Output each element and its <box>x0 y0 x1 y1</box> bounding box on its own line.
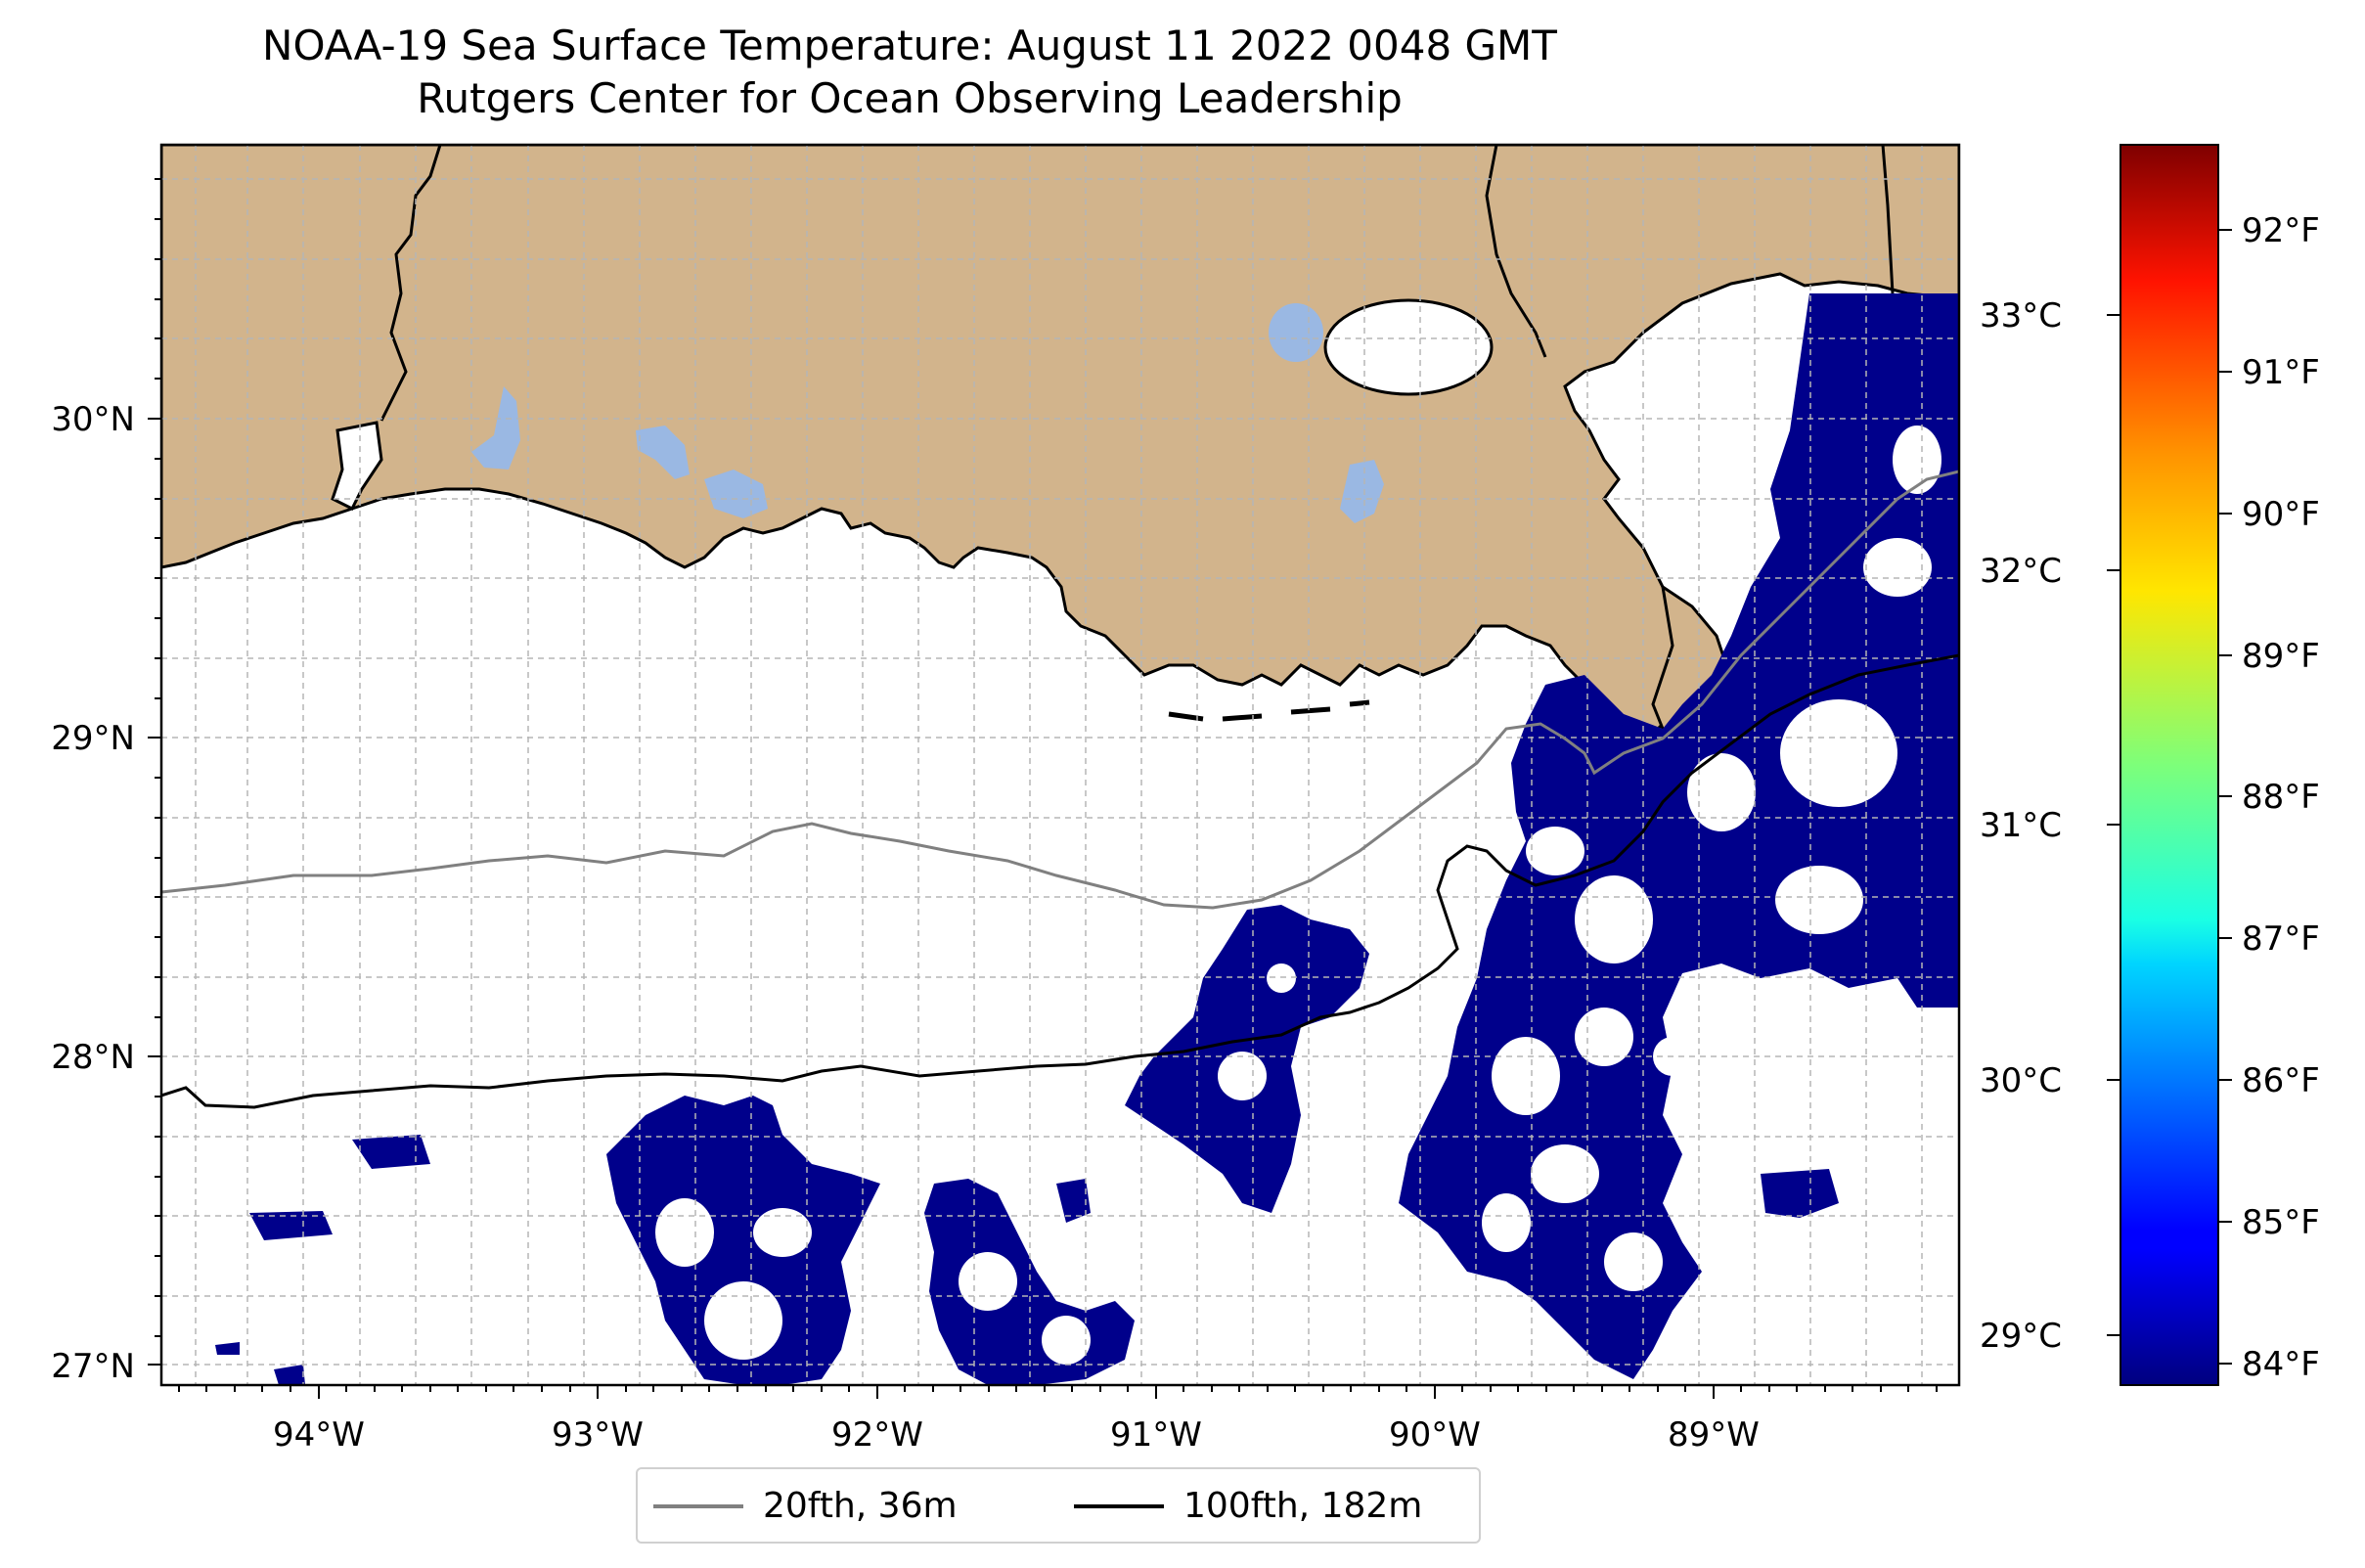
colorbar-fahrenheit-label: 91°F <box>2242 353 2320 392</box>
lake-pontchartrain <box>1323 298 1494 396</box>
y-tick-label: 27°N <box>51 1347 135 1386</box>
colorbar-fahrenheit-label: 92°F <box>2242 211 2320 250</box>
colorbar-celsius-label: 29°C <box>1980 1317 2062 1356</box>
colorbar-fahrenheit-label: 84°F <box>2242 1345 2320 1384</box>
x-tick-label: 91°W <box>1110 1415 1202 1455</box>
legend-label: 100fth, 182m <box>1183 1486 1423 1526</box>
colorbar-fahrenheit-label: 88°F <box>2242 778 2320 817</box>
x-tick-label: 92°W <box>831 1415 923 1455</box>
legend-label: 20fth, 36m <box>763 1486 958 1526</box>
colorbar-celsius-label: 33°C <box>1980 296 2062 336</box>
colorbar-fahrenheit-label: 90°F <box>2242 495 2320 534</box>
colorbar-celsius-ticks <box>2107 314 2120 1336</box>
y-tick-label: 29°N <box>51 719 135 758</box>
colorbar-fahrenheit-label: 89°F <box>2242 637 2320 676</box>
colorbar-celsius-label: 31°C <box>1980 806 2062 845</box>
contour-100fth <box>161 653 1959 1109</box>
x-tick-label: 90°W <box>1389 1415 1481 1455</box>
colorbar-fahrenheit-ticks <box>2218 229 2232 1365</box>
legend: 20fth, 36m 100fth, 182m <box>636 1467 1481 1544</box>
x-axis-ticks <box>178 1385 1938 1399</box>
colorbar-fahrenheit-label: 85°F <box>2242 1203 2320 1242</box>
x-tick-label: 94°W <box>273 1415 365 1455</box>
y-tick-label: 28°N <box>51 1038 135 1077</box>
colorbar-celsius-label: 30°C <box>1980 1061 2062 1100</box>
legend-swatch-100fth <box>1074 1504 1164 1508</box>
colorbar-celsius-label: 32°C <box>1980 552 2062 591</box>
colorbar-fahrenheit-label: 87°F <box>2242 919 2320 959</box>
map-title: NOAA-19 Sea Surface Temperature: August … <box>262 22 1557 69</box>
barrier-islands <box>1168 699 1370 722</box>
lake-white <box>636 426 690 479</box>
x-tick-label: 89°W <box>1668 1415 1760 1455</box>
x-tick-label: 93°W <box>552 1415 644 1455</box>
map-subtitle: Rutgers Center for Ocean Observing Leade… <box>417 74 1403 122</box>
land-area <box>161 145 1959 746</box>
colorbar-fahrenheit-label: 86°F <box>2242 1061 2320 1100</box>
contour-20fth <box>161 470 1959 910</box>
lake-calcasieu <box>471 386 520 470</box>
y-tick-label: 30°N <box>51 400 135 439</box>
lake-maurepas <box>1269 303 1323 362</box>
legend-swatch-20fth <box>653 1504 743 1508</box>
river-boundary <box>379 145 1895 422</box>
y-axis-ticks <box>148 178 161 1366</box>
map-frame <box>159 143 1961 1387</box>
gridlines <box>161 145 1959 1385</box>
colorbar <box>2120 144 2219 1386</box>
map-panel <box>161 145 1959 1385</box>
lake-salvador <box>1340 460 1384 523</box>
